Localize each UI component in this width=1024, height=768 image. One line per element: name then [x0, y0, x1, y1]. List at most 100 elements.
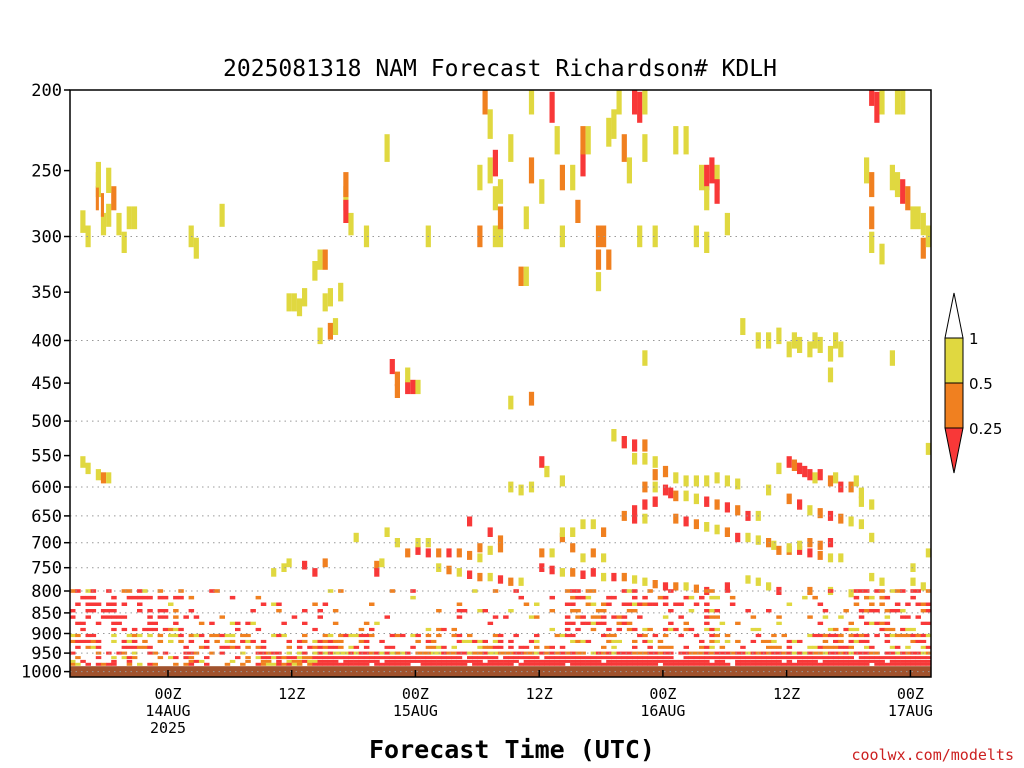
ri-pbl-cell	[90, 639, 97, 643]
ri-pbl-cell	[157, 633, 164, 638]
x-tick-label: 00Z	[154, 685, 181, 703]
ri-pbl-cell	[245, 633, 251, 638]
ri-pbl-cell	[523, 662, 530, 666]
ri-pbl-cell	[724, 651, 731, 655]
ri-cell	[632, 452, 638, 465]
ri-pbl-cell	[477, 651, 483, 655]
ri-pbl-cell	[235, 645, 241, 649]
ri-pbl-cell	[750, 656, 757, 660]
ri-cell	[80, 210, 86, 233]
ri-pbl-cell	[889, 609, 896, 613]
ri-pbl-cell	[910, 662, 916, 666]
ri-pbl-cell	[518, 656, 524, 660]
ri-pbl-cell	[704, 609, 710, 613]
ri-cell	[673, 490, 679, 502]
ri-pbl-cell	[534, 656, 540, 660]
ri-pbl-cell	[157, 656, 164, 660]
ri-pbl-cell	[302, 639, 308, 643]
ri-pbl-cell	[642, 659, 648, 663]
ri-cell	[869, 572, 875, 582]
ri-pbl-cell	[137, 609, 143, 613]
ri-pbl-cell	[389, 645, 396, 649]
ri-pbl-cell	[869, 621, 875, 625]
ri-pbl-cell	[410, 633, 416, 638]
ri-pbl-cell	[606, 659, 612, 663]
ri-pbl-cell	[817, 645, 824, 649]
ri-cell	[487, 109, 493, 139]
ri-pbl-cell	[394, 656, 401, 660]
ri-pbl-cell	[750, 662, 757, 666]
ri-pbl-cell	[534, 662, 540, 666]
ri-pbl-cell	[348, 659, 354, 663]
ri-pbl-cell	[833, 645, 839, 649]
ri-pbl-cell	[915, 639, 921, 643]
ri-pbl-cell	[905, 662, 911, 666]
ri-pbl-cell	[111, 656, 117, 660]
ri-pbl-cell	[889, 651, 896, 655]
ri-pbl-cell	[745, 651, 751, 655]
ri-pbl-cell	[487, 662, 494, 666]
x-tick-label: 15AUG	[393, 702, 438, 720]
ri-pbl-cell	[864, 633, 870, 638]
ri-pbl-cell	[193, 651, 200, 655]
ri-pbl-cell	[637, 615, 643, 619]
ri-pbl-cell	[642, 627, 648, 632]
ri-pbl-cell	[827, 627, 834, 632]
ri-pbl-cell	[271, 662, 277, 666]
ri-pbl-cell	[570, 621, 576, 625]
ri-pbl-cell	[302, 633, 308, 638]
ri-cell	[724, 582, 730, 591]
ri-cell	[905, 186, 911, 211]
ri-pbl-cell	[925, 621, 931, 625]
ri-pbl-cell	[229, 595, 236, 600]
ri-pbl-cell	[683, 659, 689, 663]
ri-pbl-cell	[704, 589, 710, 593]
ri-pbl-cell	[317, 615, 323, 619]
ri-pbl-cell	[245, 656, 251, 660]
ri-pbl-cell	[637, 602, 643, 606]
ri-pbl-cell	[864, 639, 870, 643]
ri-cell	[518, 484, 524, 496]
ri-cell	[508, 577, 514, 586]
ri-pbl-cell	[709, 595, 715, 600]
ri-pbl-cell	[332, 639, 339, 643]
ri-pbl-cell	[327, 589, 334, 593]
ri-pbl-cell	[802, 651, 808, 655]
ri-cell	[652, 496, 658, 507]
ri-pbl-cell	[853, 633, 860, 638]
ri-pbl-cell	[755, 662, 762, 666]
ri-pbl-cell	[405, 662, 411, 666]
ri-pbl-cell	[456, 615, 463, 619]
ri-pbl-cell	[235, 627, 241, 632]
ri-pbl-cell	[322, 639, 329, 643]
ri-pbl-cell	[188, 633, 195, 638]
ri-pbl-cell	[879, 595, 885, 600]
ri-pbl-cell	[683, 627, 689, 632]
ri-pbl-cell	[358, 656, 365, 660]
ri-pbl-cell	[668, 662, 674, 666]
ri-cell	[827, 553, 834, 563]
ri-pbl-cell	[632, 645, 638, 649]
ri-cell	[111, 186, 117, 211]
ri-cell	[497, 575, 504, 584]
ri-pbl-cell	[662, 615, 669, 619]
ri-pbl-cell	[864, 595, 870, 600]
ri-pbl-cell	[121, 602, 128, 606]
ri-pbl-cell	[472, 659, 478, 663]
ri-pbl-cell	[807, 662, 813, 666]
ri-pbl-cell	[111, 595, 117, 600]
ri-pbl-cell	[281, 662, 287, 666]
ri-pbl-cell	[224, 633, 231, 638]
ri-pbl-cell	[884, 651, 891, 655]
ri-cell	[374, 568, 380, 577]
ri-pbl-cell	[204, 639, 210, 643]
ri-pbl-cell	[322, 662, 329, 666]
ri-pbl-cell	[80, 627, 86, 632]
ri-pbl-cell	[925, 609, 931, 613]
ri-cell	[704, 186, 710, 211]
ri-cell	[920, 237, 926, 259]
ri-cell	[807, 341, 813, 358]
ri-pbl-cell	[843, 609, 849, 613]
ri-cell	[797, 545, 803, 555]
